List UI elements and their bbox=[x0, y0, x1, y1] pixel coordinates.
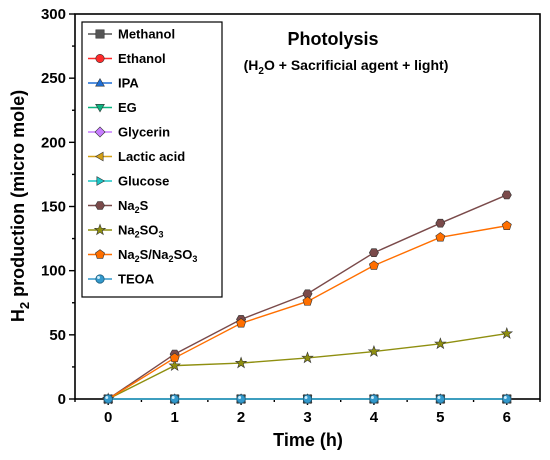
legend-item: Ethanol bbox=[88, 51, 166, 66]
marker-ball bbox=[103, 394, 113, 404]
y-tick-label: 0 bbox=[58, 391, 66, 408]
marker-ball bbox=[95, 274, 105, 284]
marker-highlight bbox=[97, 276, 100, 279]
data-point bbox=[301, 351, 314, 364]
data-point bbox=[168, 359, 181, 371]
y-tick-label: 250 bbox=[41, 70, 66, 87]
legend-marker bbox=[95, 104, 105, 113]
x-tick-label: 0 bbox=[104, 409, 112, 426]
y-tick-label: 200 bbox=[41, 134, 66, 151]
legend-label: Na2S/Na2SO3 bbox=[118, 247, 197, 264]
legend-item: Lactic acid bbox=[88, 149, 185, 164]
legend-label: IPA bbox=[118, 76, 139, 91]
data-point bbox=[435, 394, 445, 404]
data-point bbox=[236, 394, 246, 404]
data-point bbox=[369, 394, 379, 404]
data-point bbox=[435, 218, 446, 228]
data-point bbox=[103, 394, 113, 404]
legend-marker bbox=[93, 223, 107, 236]
x-tick-label: 6 bbox=[503, 409, 511, 426]
legend-label: Na2S bbox=[118, 198, 149, 215]
data-point bbox=[367, 344, 381, 357]
series-layer bbox=[101, 190, 514, 405]
legend-marker bbox=[95, 274, 105, 284]
marker-ball bbox=[236, 394, 246, 404]
legend-marker bbox=[96, 176, 106, 186]
marker-highlight bbox=[105, 396, 109, 399]
chart-title: Photolysis bbox=[287, 29, 378, 49]
y-axis-title: H2 production (micro mole) bbox=[8, 90, 32, 322]
marker-highlight bbox=[304, 396, 308, 399]
x-tick-label: 1 bbox=[170, 409, 178, 426]
legend-marker bbox=[94, 126, 106, 138]
legend-label: Methanol bbox=[118, 27, 175, 42]
series-10 bbox=[103, 394, 512, 404]
x-tick-label: 3 bbox=[303, 409, 311, 426]
legend-marker bbox=[94, 151, 104, 162]
x-tick-label: 2 bbox=[237, 409, 245, 426]
data-point bbox=[501, 220, 512, 230]
legend-item: Na2S/Na2SO3 bbox=[88, 247, 197, 264]
y-tick-label: 100 bbox=[41, 263, 66, 280]
data-point bbox=[169, 352, 180, 363]
data-point bbox=[234, 356, 248, 369]
legend-item: Methanol bbox=[88, 27, 175, 42]
legend-marker bbox=[95, 53, 105, 63]
legend-label: Glycerin bbox=[118, 125, 170, 140]
x-axis-title: Time (h) bbox=[273, 430, 343, 450]
legend-label: Lactic acid bbox=[118, 149, 185, 164]
legend-box bbox=[81, 21, 223, 298]
legend-marker bbox=[95, 29, 105, 39]
marker-highlight bbox=[238, 396, 242, 399]
legend-item: Na2SO3 bbox=[88, 223, 163, 240]
chart-subtitle: (H2O + Sacrificial agent + light) bbox=[244, 57, 449, 77]
y-tick-label: 300 bbox=[41, 6, 66, 23]
marker-highlight bbox=[370, 396, 374, 399]
marker-highlight bbox=[171, 396, 175, 399]
data-point bbox=[302, 394, 313, 404]
data-point bbox=[500, 326, 514, 339]
marker-ball bbox=[302, 394, 313, 404]
legend-label: Na2SO3 bbox=[118, 223, 163, 240]
legend-item: EG bbox=[88, 100, 137, 115]
legend-item: TEOA bbox=[88, 272, 155, 287]
legend-label: TEOA bbox=[118, 272, 155, 287]
legend-marker bbox=[95, 77, 105, 87]
x-tick-label: 4 bbox=[370, 409, 379, 426]
data-point bbox=[435, 232, 446, 242]
data-point bbox=[434, 337, 447, 350]
data-point bbox=[302, 296, 313, 306]
y-axis-ticks: 0 50 100 150 200 250 300 bbox=[41, 6, 75, 408]
legend-item: Glycerin bbox=[88, 125, 170, 140]
y-tick-label: 50 bbox=[49, 327, 66, 344]
legend-label: EG bbox=[118, 100, 137, 115]
y-tick-label: 150 bbox=[41, 199, 66, 216]
marker-ball bbox=[435, 394, 445, 404]
legend-marker bbox=[95, 249, 105, 259]
marker-highlight bbox=[437, 396, 441, 399]
data-point bbox=[236, 318, 247, 328]
marker-ball bbox=[170, 394, 180, 404]
data-point bbox=[501, 190, 512, 200]
legend-item: IPA bbox=[88, 76, 139, 91]
legend-label: Ethanol bbox=[118, 51, 166, 66]
marker-ball bbox=[502, 394, 512, 404]
data-point bbox=[170, 394, 180, 404]
marker-ball bbox=[369, 394, 379, 404]
data-point bbox=[502, 394, 512, 404]
data-point bbox=[368, 248, 379, 258]
legend-label: Glucose bbox=[118, 174, 169, 189]
x-tick-label: 5 bbox=[436, 409, 444, 426]
data-point bbox=[302, 289, 313, 299]
legend: Methanol Ethanol IPA EG Glycerin Lactic acid G… bbox=[81, 21, 223, 298]
data-point bbox=[368, 260, 379, 270]
marker-highlight bbox=[503, 396, 507, 399]
legend-marker bbox=[95, 201, 105, 210]
legend-item: Glucose bbox=[88, 174, 169, 189]
legend-item: Na2S bbox=[88, 198, 149, 215]
